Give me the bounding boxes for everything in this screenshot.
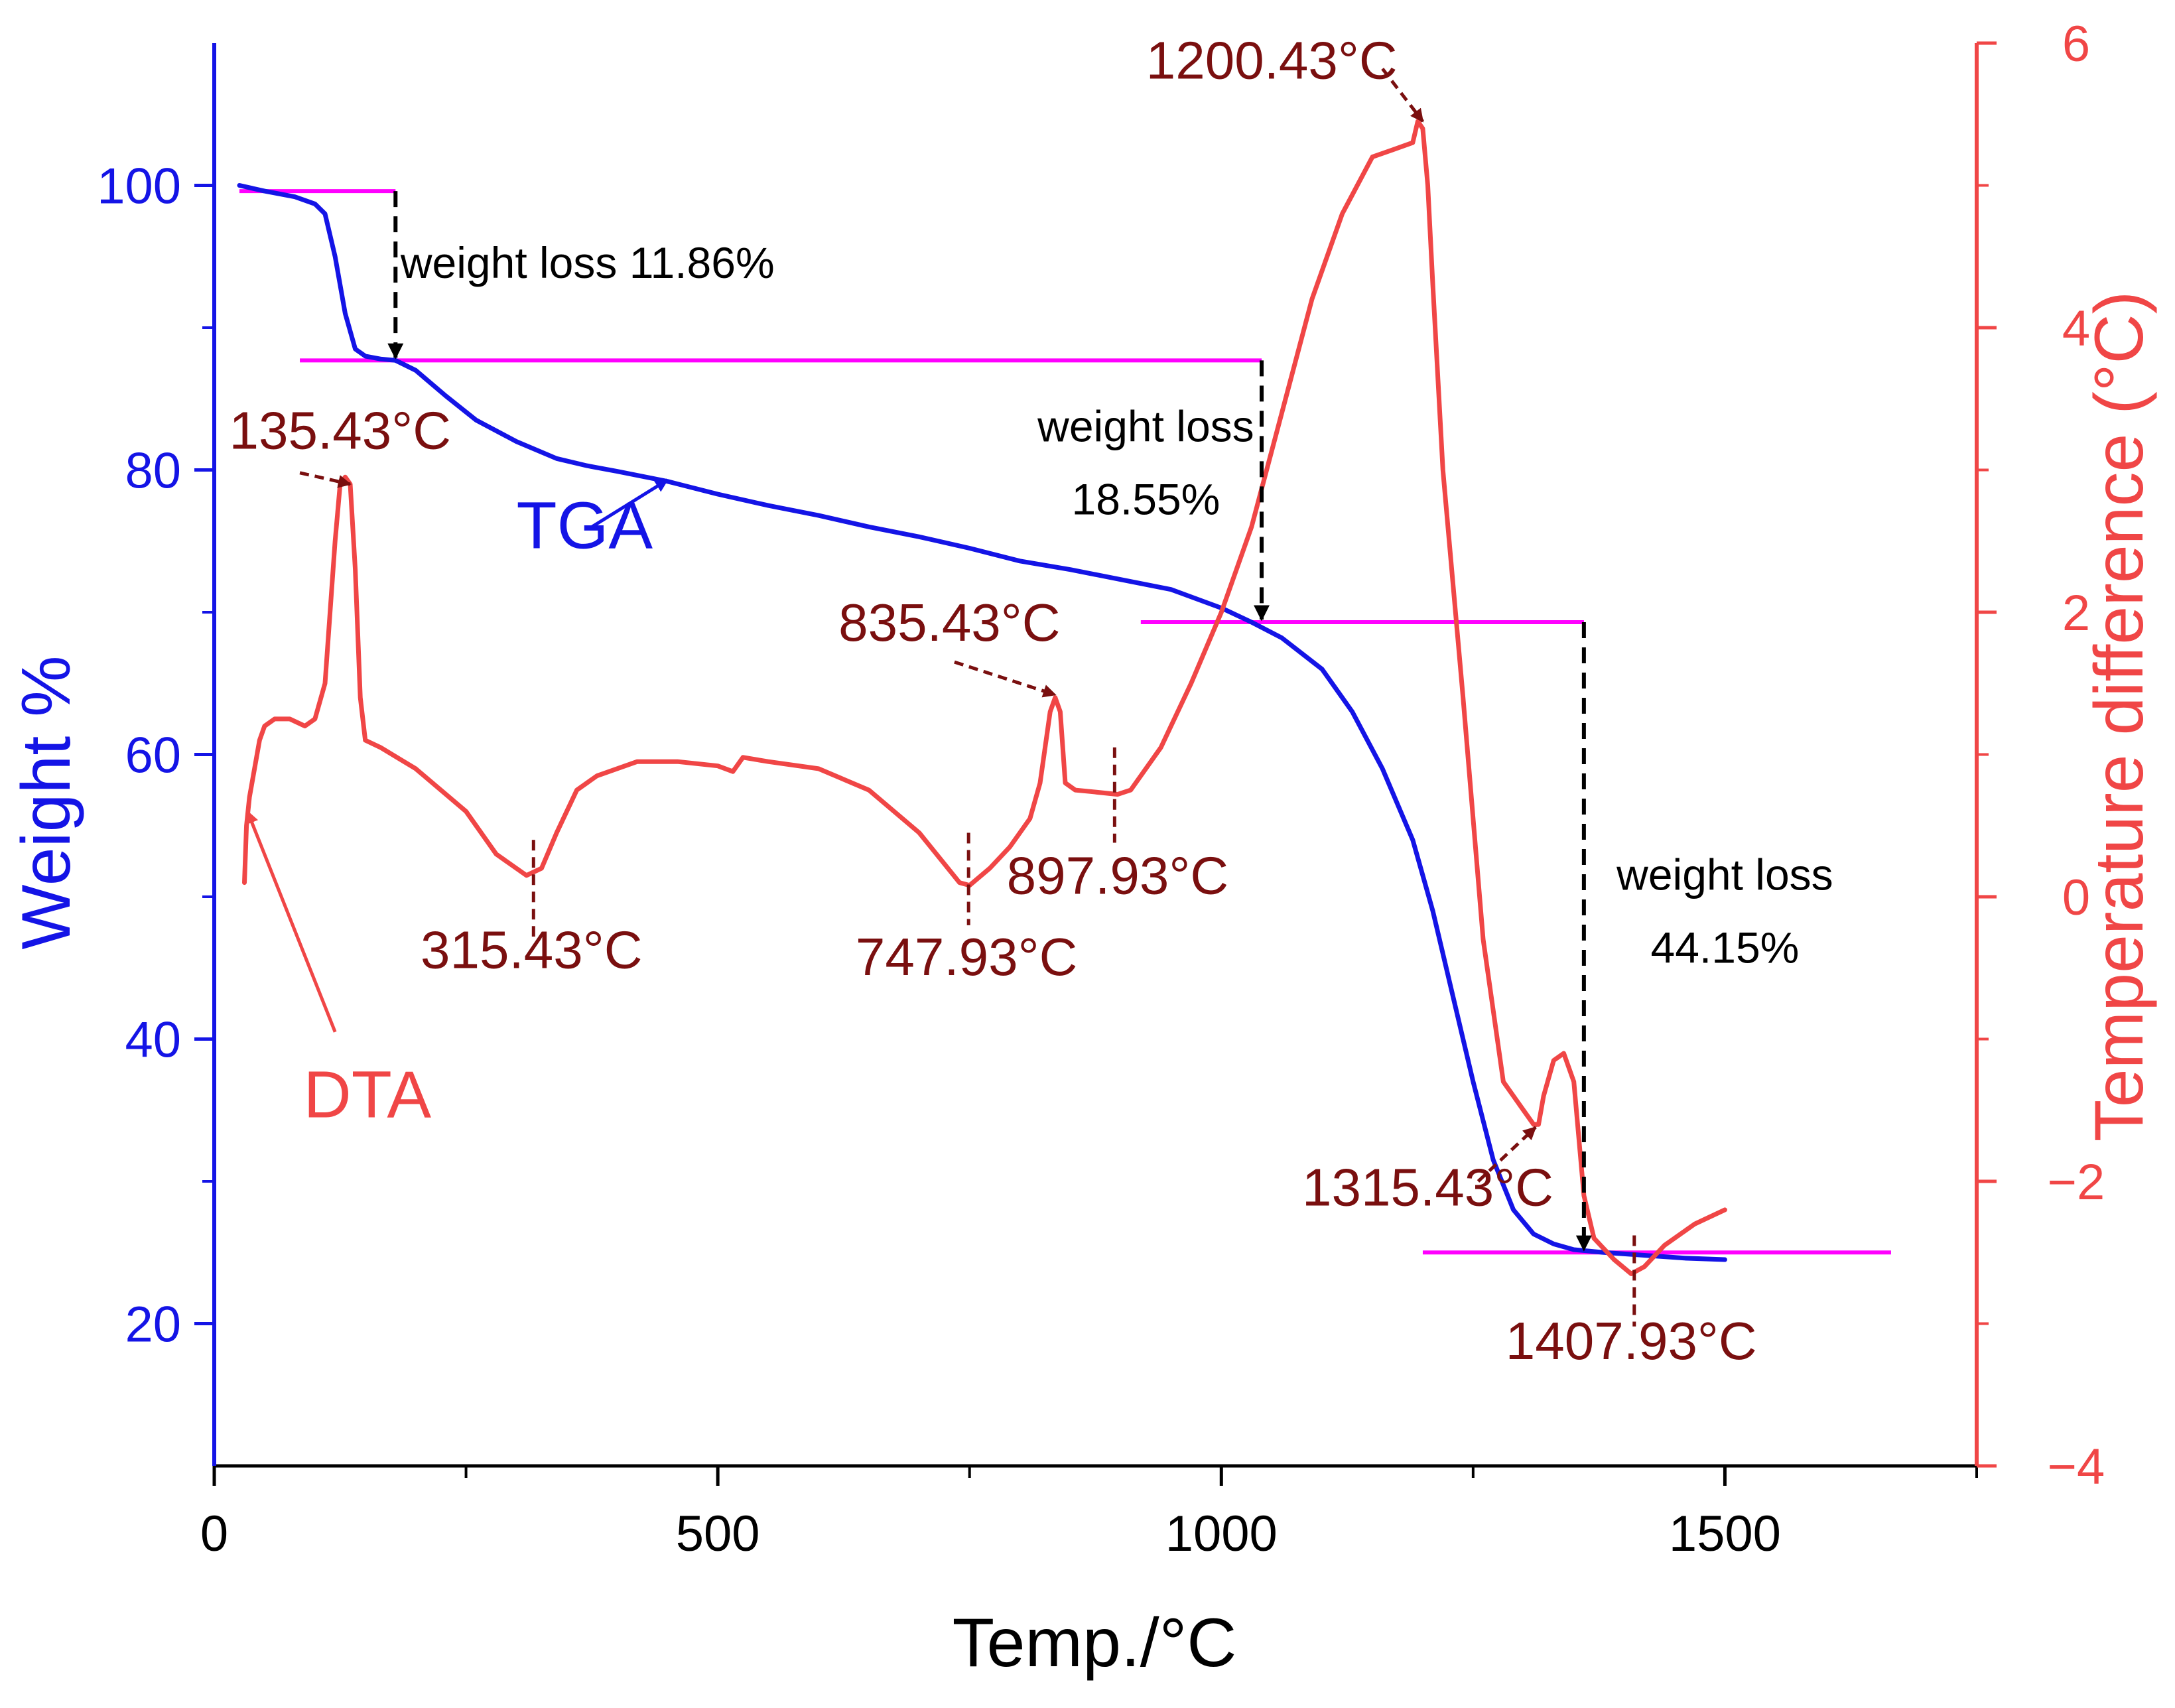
y-right-axis-label: Temperature difference (°C): [2081, 291, 2158, 1142]
x-tick-label: 1500: [1669, 1506, 1781, 1562]
weight-loss-label-line: weight loss: [1616, 850, 1833, 899]
weight-loss-label-line: 18.55%: [1071, 475, 1220, 524]
valley-temperature-label: 1407.93°C: [1506, 1311, 1757, 1370]
weight-loss-label-line: 44.15%: [1650, 923, 1799, 972]
series-dta-label: DTA: [303, 1057, 431, 1132]
y-right-tick-label: 2: [2062, 585, 2090, 641]
peak-temperature-label: 1200.43°C: [1146, 31, 1398, 90]
series-tga-label: TGA: [516, 488, 653, 562]
series-dta-arrow: [245, 810, 337, 1033]
annotation-layer: weight loss 11.86%weight loss 18.55%weigh…: [230, 31, 1833, 1371]
peak-temperature-label: 135.43°C: [230, 401, 451, 460]
series-dta-curve: [242, 119, 1727, 1276]
weight-level-lines: [239, 189, 1891, 1255]
series-tga-arrow: [591, 478, 669, 529]
y-right-tick-label: 4: [2062, 300, 2090, 357]
y-left-tick-label: 100: [97, 159, 181, 215]
series-tga-curve: [237, 183, 1727, 1262]
weight-loss-label-line: weight loss: [1037, 402, 1254, 451]
valley-temperature-label: 315.43°C: [421, 920, 642, 979]
x-tick-label: 500: [676, 1506, 760, 1562]
y-right-tick-label: 6: [2062, 16, 2090, 72]
valley-temperature-label: 897.93°C: [1007, 846, 1228, 905]
x-axis-label: Temp./°C: [953, 1605, 1237, 1681]
weight-loss-label-line: weight loss 11.86%: [400, 238, 775, 287]
series-layer: [237, 119, 1727, 1276]
x-tick-label: 0: [200, 1506, 228, 1562]
weight-loss-label: weight loss 44.15%: [1616, 850, 1833, 972]
y-left-tick-label: 20: [125, 1297, 181, 1353]
peak-arrow: [299, 471, 352, 488]
y-left-tick-label: 40: [125, 1012, 181, 1069]
weight-loss-label: weight loss 18.55%: [1037, 402, 1254, 524]
y-right-tick-label: −4: [2048, 1439, 2105, 1495]
y-left-tick-label: 60: [125, 728, 181, 784]
valley-temperature-label: 747.93°C: [856, 927, 1077, 986]
weight-loss-label: weight loss 11.86%: [400, 238, 775, 287]
y-left-tick-label: 80: [125, 443, 181, 499]
peak-arrow: [1477, 1126, 1537, 1183]
axes-layer: 0 500 1000 1500 20 40 60 80 100 −4 −2 0 2 4 6: [97, 16, 2105, 1562]
y-right-tick-label: 0: [2062, 870, 2090, 926]
y-left-axis-label: Weight %: [8, 655, 85, 949]
peak-temperature-label: 1315.43°C: [1302, 1157, 1553, 1216]
peak-arrow: [1381, 68, 1424, 123]
peak-temperature-label: 835.43°C: [838, 593, 1060, 652]
peak-arrow: [954, 660, 1057, 698]
x-tick-label: 1000: [1165, 1506, 1278, 1562]
y-right-tick-label: −2: [2048, 1154, 2105, 1211]
